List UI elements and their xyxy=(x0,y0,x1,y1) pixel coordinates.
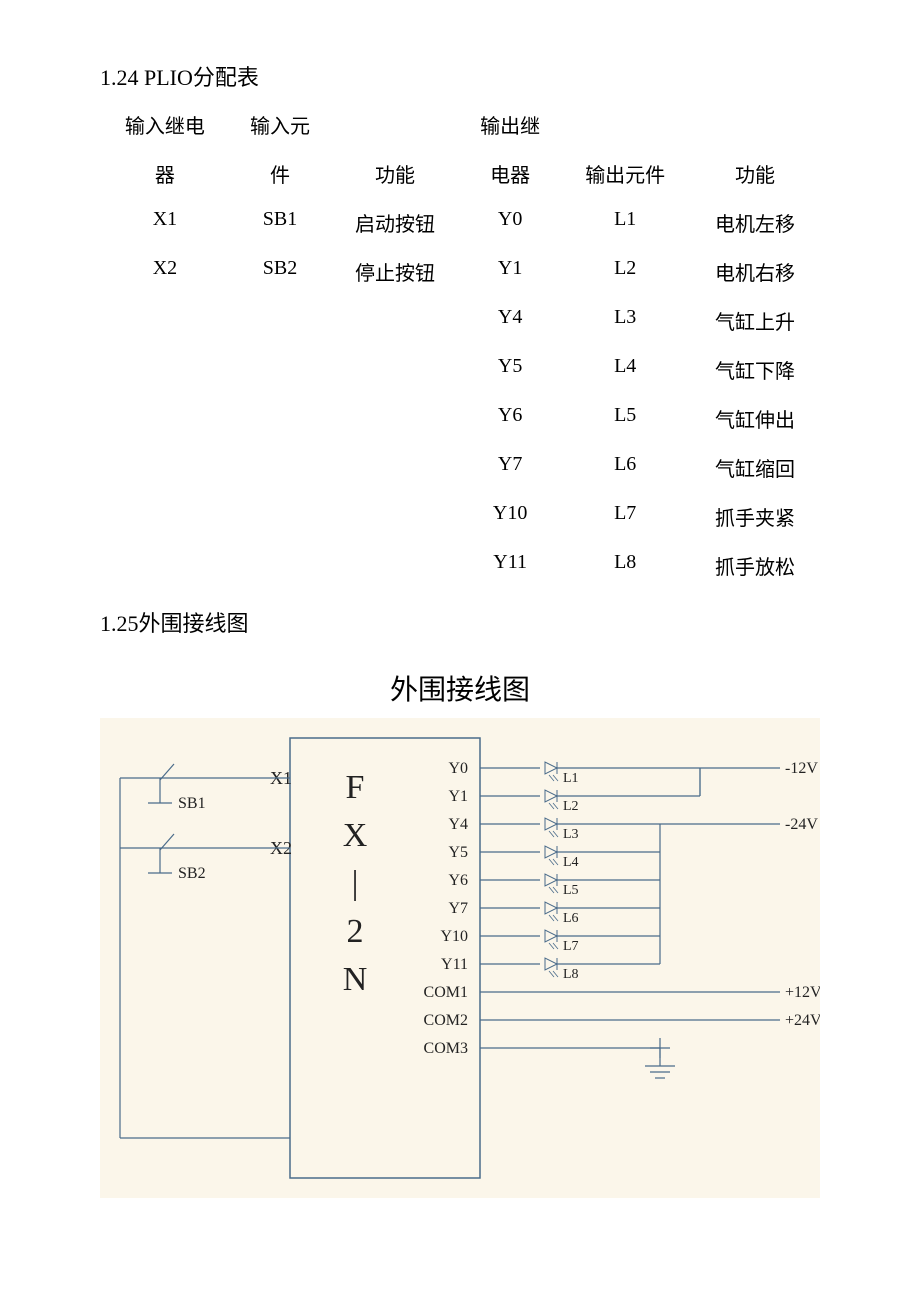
diagram-title: 外围接线图 xyxy=(100,668,820,708)
table-cell: 气缸缩回 xyxy=(690,443,820,492)
svg-text:N: N xyxy=(343,961,368,998)
table-cell xyxy=(330,296,460,345)
svg-text:Y6: Y6 xyxy=(448,872,468,889)
table-cell xyxy=(100,492,230,541)
th-out-relay-1: 输出继 xyxy=(460,100,560,149)
table-cell: L6 xyxy=(560,443,690,492)
table-cell: 电机右移 xyxy=(690,247,820,296)
section-title-1: 1.24 PLIO分配表 xyxy=(100,60,820,92)
svg-text:2: 2 xyxy=(347,913,364,950)
svg-text:L5: L5 xyxy=(563,883,579,898)
th-in-comp-2: 件 xyxy=(230,149,330,198)
svg-text:Y4: Y4 xyxy=(448,816,468,833)
table-cell xyxy=(330,492,460,541)
table-cell xyxy=(330,394,460,443)
svg-text:+12V: +12V xyxy=(785,984,820,1001)
th-in-relay-2: 器 xyxy=(100,149,230,198)
table-cell: 抓手夹紧 xyxy=(690,492,820,541)
svg-text:-12V: -12V xyxy=(785,760,818,777)
table-cell xyxy=(100,443,230,492)
th-out-comp: 输出元件 xyxy=(560,149,690,198)
table-cell: 启动按钮 xyxy=(330,198,460,247)
table-cell: SB1 xyxy=(230,198,330,247)
table-cell: L7 xyxy=(560,492,690,541)
table-cell: Y0 xyxy=(460,198,560,247)
svg-text:SB2: SB2 xyxy=(178,865,206,882)
table-cell: 电机左移 xyxy=(690,198,820,247)
svg-text:Y11: Y11 xyxy=(441,956,468,973)
table-cell xyxy=(230,345,330,394)
svg-text:L6: L6 xyxy=(563,911,579,926)
io-allocation-table: 输入继电 输入元 输出继 器 件 功能 电器 输出元件 功能 X1SB1启动按钮… xyxy=(100,100,820,590)
svg-text:SB1: SB1 xyxy=(178,795,206,812)
table-cell: L8 xyxy=(560,541,690,590)
th-in-relay-1: 输入继电 xyxy=(100,100,230,149)
table-cell: L1 xyxy=(560,198,690,247)
table-cell xyxy=(330,345,460,394)
table-cell xyxy=(100,345,230,394)
svg-text:COM3: COM3 xyxy=(424,1040,468,1057)
table-cell xyxy=(230,492,330,541)
table-cell: L5 xyxy=(560,394,690,443)
table-cell: Y6 xyxy=(460,394,560,443)
document-page: 1.24 PLIO分配表 输入继电 输入元 输出继 器 件 功能 电器 输出元件… xyxy=(0,0,920,1243)
svg-text:L8: L8 xyxy=(563,967,579,982)
table-cell: SB2 xyxy=(230,247,330,296)
table-cell xyxy=(100,296,230,345)
table-cell xyxy=(230,296,330,345)
table-cell xyxy=(230,443,330,492)
table-cell: Y5 xyxy=(460,345,560,394)
svg-text:X: X xyxy=(343,817,368,854)
table-cell: Y4 xyxy=(460,296,560,345)
svg-text:|: | xyxy=(352,865,359,902)
svg-text:Y7: Y7 xyxy=(448,900,468,917)
table-cell xyxy=(230,394,330,443)
table-cell: 停止按钮 xyxy=(330,247,460,296)
table-cell xyxy=(330,541,460,590)
table-cell: 气缸伸出 xyxy=(690,394,820,443)
th-in-func: 功能 xyxy=(330,149,460,198)
svg-text:COM2: COM2 xyxy=(424,1012,468,1029)
table-cell: 气缸上升 xyxy=(690,296,820,345)
svg-text:Y5: Y5 xyxy=(448,844,468,861)
table-cell: L2 xyxy=(560,247,690,296)
wiring-svg: FX|2NX1SB1X2SB2Y0L1Y1L2Y4L3Y5L4Y6L5Y7L6Y… xyxy=(100,718,820,1198)
table-cell: Y11 xyxy=(460,541,560,590)
svg-text:+24V: +24V xyxy=(785,1012,820,1029)
wiring-diagram: 外围接线图 FX|2NX1SB1X2SB2Y0L1Y1L2Y4L3Y5L4Y6L… xyxy=(100,668,820,1203)
table-cell: 抓手放松 xyxy=(690,541,820,590)
table-cell xyxy=(100,541,230,590)
svg-text:Y0: Y0 xyxy=(448,760,468,777)
table-cell: Y10 xyxy=(460,492,560,541)
svg-text:Y10: Y10 xyxy=(440,928,468,945)
svg-text:COM1: COM1 xyxy=(424,984,468,1001)
table-cell: L4 xyxy=(560,345,690,394)
th-in-comp-1: 输入元 xyxy=(230,100,330,149)
svg-text:L7: L7 xyxy=(563,939,579,954)
table-cell: X1 xyxy=(100,198,230,247)
svg-text:L3: L3 xyxy=(563,827,579,842)
th-out-relay-2: 电器 xyxy=(460,149,560,198)
table-cell xyxy=(230,541,330,590)
table-cell: Y7 xyxy=(460,443,560,492)
svg-text:-24V: -24V xyxy=(785,816,818,833)
table-cell xyxy=(100,394,230,443)
svg-text:L2: L2 xyxy=(563,799,579,814)
section-title-2: 1.25外围接线图 xyxy=(100,606,820,638)
table-cell: Y1 xyxy=(460,247,560,296)
svg-text:L1: L1 xyxy=(563,771,579,786)
table-cell xyxy=(330,443,460,492)
svg-text:L4: L4 xyxy=(563,855,579,870)
svg-text:Y1: Y1 xyxy=(448,788,468,805)
svg-text:F: F xyxy=(346,769,365,806)
table-cell: 气缸下降 xyxy=(690,345,820,394)
table-cell: L3 xyxy=(560,296,690,345)
th-out-func: 功能 xyxy=(690,149,820,198)
table-cell: X2 xyxy=(100,247,230,296)
